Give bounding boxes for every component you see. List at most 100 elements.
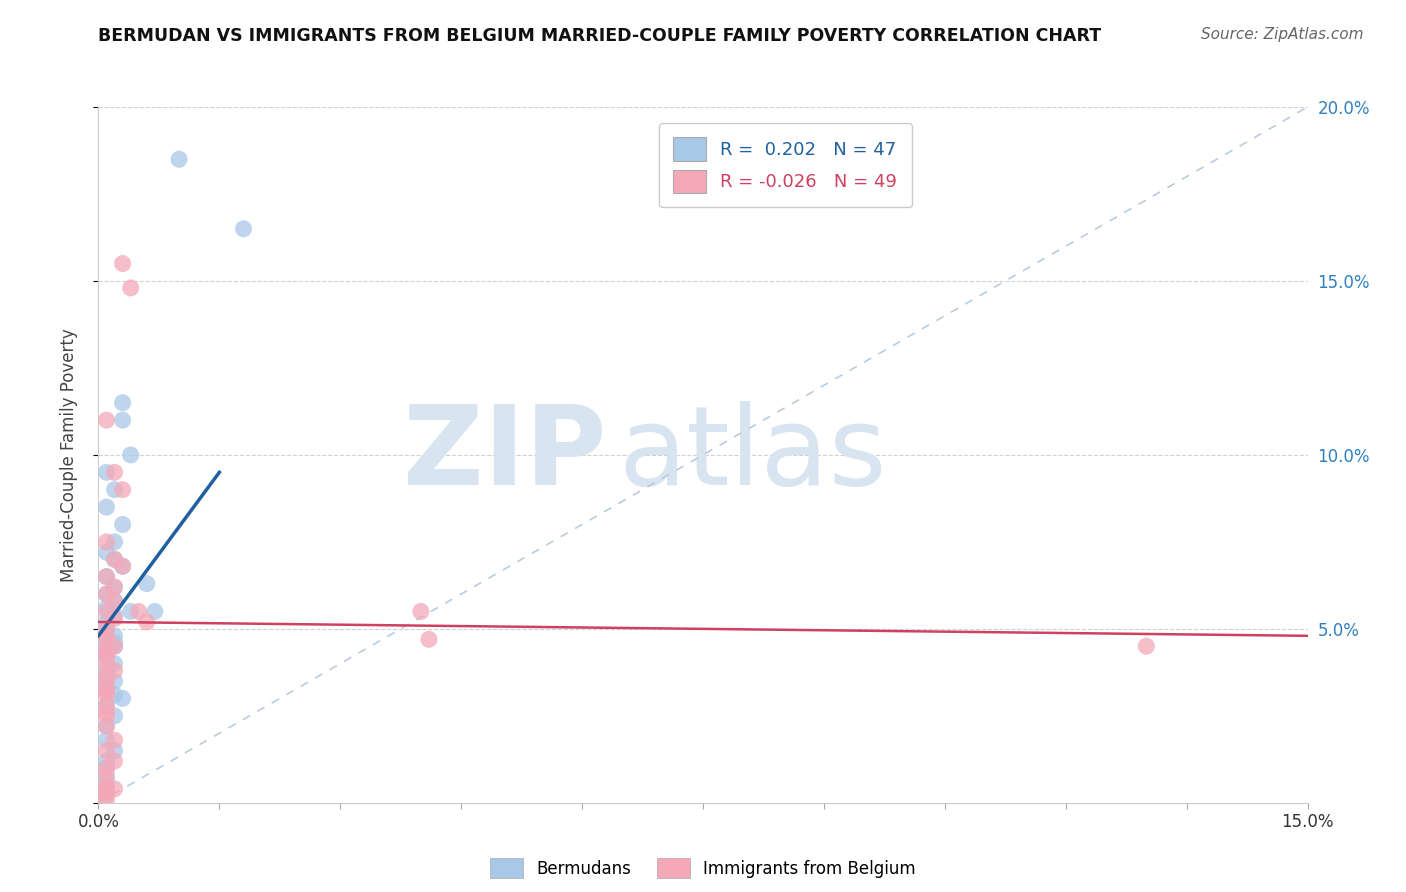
- Point: [96, 646, 118, 660]
- Point: [96, 778, 118, 792]
- Point: [96, 639, 118, 653]
- Y-axis label: Married-Couple Family Poverty: Married-Couple Family Poverty: [59, 328, 77, 582]
- Point: [111, 256, 134, 270]
- Point: [96, 667, 118, 681]
- Point: [103, 629, 125, 643]
- Text: atlas: atlas: [619, 401, 887, 508]
- Point: [103, 708, 125, 723]
- Point: [96, 534, 118, 549]
- Point: [103, 733, 125, 747]
- Point: [103, 639, 125, 653]
- Point: [103, 466, 125, 480]
- Point: [96, 646, 118, 660]
- Point: [103, 754, 125, 768]
- Point: [103, 688, 125, 702]
- Point: [143, 605, 166, 619]
- Point: [96, 785, 118, 799]
- Point: [103, 781, 125, 796]
- Point: [103, 639, 125, 653]
- Point: [96, 698, 118, 713]
- Point: [232, 221, 254, 235]
- Point: [111, 396, 134, 410]
- Point: [111, 559, 134, 574]
- Point: [96, 664, 118, 678]
- Point: [96, 681, 118, 695]
- Point: [96, 671, 118, 685]
- Point: [418, 632, 440, 647]
- Point: [96, 708, 118, 723]
- Point: [96, 785, 118, 799]
- Point: [96, 681, 118, 695]
- Point: [103, 744, 125, 758]
- Point: [103, 552, 125, 566]
- Point: [96, 789, 118, 803]
- Point: [103, 674, 125, 689]
- Text: ZIP: ZIP: [404, 401, 606, 508]
- Point: [96, 719, 118, 733]
- Point: [120, 281, 142, 295]
- Point: [96, 706, 118, 720]
- Point: [96, 632, 118, 647]
- Point: [96, 466, 118, 480]
- Text: BERMUDAN VS IMMIGRANTS FROM BELGIUM MARRIED-COUPLE FAMILY POVERTY CORRELATION CH: BERMUDAN VS IMMIGRANTS FROM BELGIUM MARR…: [98, 27, 1101, 45]
- Point: [96, 785, 118, 799]
- Point: [103, 664, 125, 678]
- Point: [96, 570, 118, 584]
- Point: [103, 594, 125, 608]
- Point: [96, 622, 118, 636]
- Point: [96, 719, 118, 733]
- Point: [96, 629, 118, 643]
- Point: [96, 649, 118, 664]
- Point: [96, 761, 118, 775]
- Point: [96, 413, 118, 427]
- Point: [96, 622, 118, 636]
- Point: [96, 657, 118, 671]
- Point: [96, 642, 118, 657]
- Point: [120, 605, 142, 619]
- Point: [1135, 639, 1157, 653]
- Point: [96, 587, 118, 601]
- Point: [103, 580, 125, 594]
- Point: [96, 781, 118, 796]
- Point: [120, 448, 142, 462]
- Point: [96, 772, 118, 786]
- Point: [103, 607, 125, 622]
- Point: [103, 657, 125, 671]
- Point: [103, 552, 125, 566]
- Point: [96, 545, 118, 559]
- Point: [128, 605, 150, 619]
- Point: [96, 768, 118, 782]
- Point: [96, 601, 118, 615]
- Point: [103, 611, 125, 625]
- Point: [96, 570, 118, 584]
- Legend: Bermudans, Immigrants from Belgium: Bermudans, Immigrants from Belgium: [484, 851, 922, 885]
- Point: [111, 483, 134, 497]
- Point: [96, 649, 118, 664]
- Point: [167, 152, 190, 166]
- Point: [103, 483, 125, 497]
- Text: Source: ZipAtlas.com: Source: ZipAtlas.com: [1201, 27, 1364, 42]
- Point: [96, 792, 118, 806]
- Point: [96, 500, 118, 514]
- Point: [111, 413, 134, 427]
- Point: [96, 733, 118, 747]
- Point: [96, 684, 118, 698]
- Point: [103, 594, 125, 608]
- Point: [103, 636, 125, 650]
- Point: [111, 517, 134, 532]
- Point: [111, 559, 134, 574]
- Point: [96, 632, 118, 647]
- Point: [135, 576, 157, 591]
- Point: [103, 580, 125, 594]
- Point: [96, 688, 118, 702]
- Point: [111, 691, 134, 706]
- Point: [409, 605, 432, 619]
- Point: [96, 698, 118, 713]
- Point: [96, 674, 118, 689]
- Point: [96, 587, 118, 601]
- Point: [135, 615, 157, 629]
- Point: [103, 534, 125, 549]
- Point: [96, 754, 118, 768]
- Point: [96, 761, 118, 775]
- Point: [96, 744, 118, 758]
